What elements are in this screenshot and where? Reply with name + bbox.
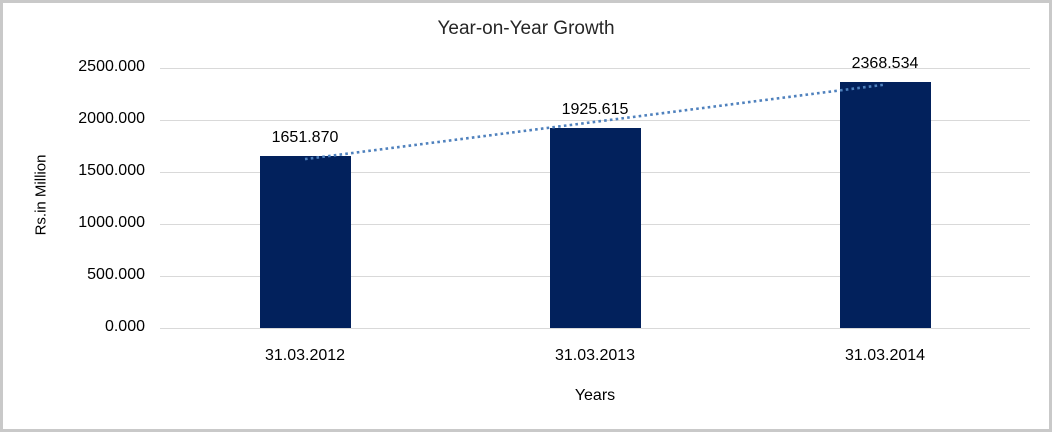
x-tick-label: 31.03.2013 — [554, 347, 636, 364]
y-tick-label: 0.000 — [104, 318, 145, 335]
bar — [259, 156, 351, 328]
chart-title: Year-on-Year Growth — [437, 18, 615, 39]
y-tick-label: 1000.000 — [78, 214, 145, 231]
bar — [549, 127, 641, 328]
bar-value-label: 1651.870 — [271, 129, 339, 147]
bar-value-label: 1925.615 — [561, 100, 629, 118]
y-tick-label: 1500.000 — [78, 162, 145, 179]
bar — [839, 81, 931, 328]
y-tick-label: 2500.000 — [78, 58, 145, 75]
x-axis-title: Years — [574, 387, 616, 404]
y-tick-label: 2000.000 — [78, 110, 145, 127]
bar-value-label: 2368.534 — [851, 54, 919, 72]
gridline — [160, 328, 1030, 329]
gridline — [160, 68, 1030, 69]
x-tick-label: 31.03.2012 — [264, 347, 346, 364]
x-tick-label: 31.03.2014 — [844, 347, 926, 364]
y-tick-label: 500.000 — [87, 266, 145, 283]
